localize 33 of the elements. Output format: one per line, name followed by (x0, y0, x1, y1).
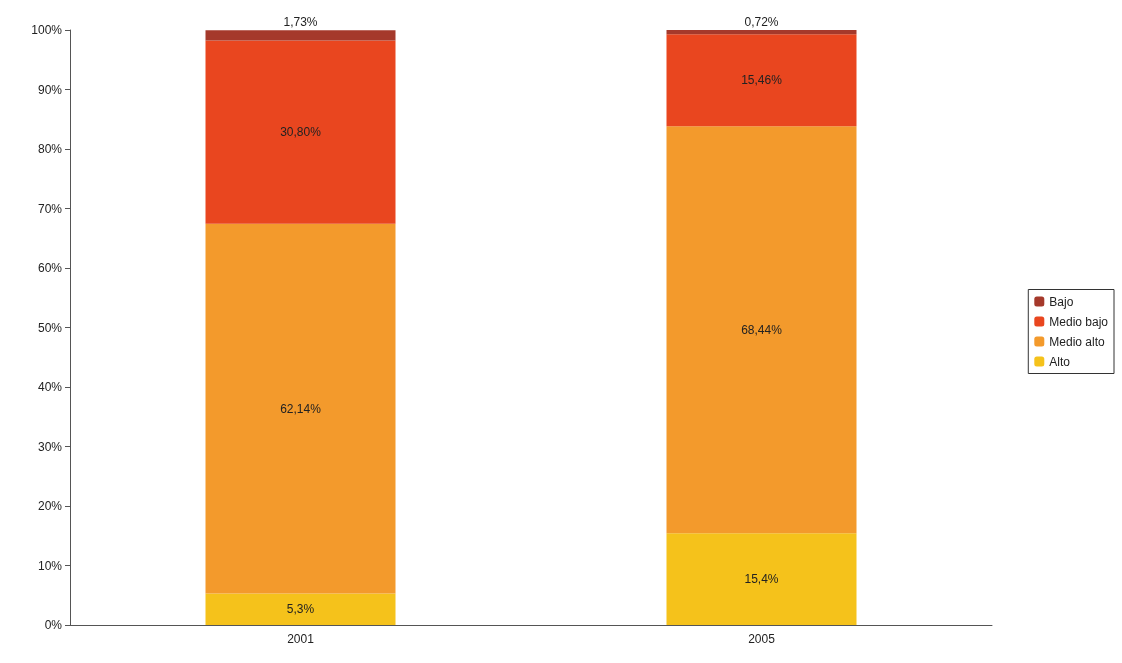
y-tick-label: 60% (37, 261, 63, 275)
data-label: 30,80% (280, 125, 322, 140)
x-tick-label: 2001 (287, 632, 315, 646)
data-label: 15,46% (741, 73, 783, 88)
bar (666, 30, 857, 35)
x-tick-label: 2005 (748, 632, 776, 646)
data-label: 68,44% (741, 322, 783, 337)
legend-label: Bajo (1049, 294, 1074, 309)
data-label: 1,73% (283, 15, 318, 30)
y-tick-label: 70% (37, 201, 63, 216)
y-tick-label: 90% (37, 82, 63, 97)
bar (205, 40, 396, 224)
bar (666, 533, 857, 625)
y-tick-label: 100% (31, 23, 63, 37)
data-label: 5,3% (286, 602, 315, 617)
y-tick-label: 40% (37, 380, 63, 394)
bar (666, 34, 857, 127)
bar (205, 223, 396, 594)
legend-label: Medio alto (1049, 334, 1105, 349)
bar (205, 30, 396, 41)
y-tick-label: 80% (37, 142, 63, 156)
data-label: 0,72% (744, 15, 779, 29)
y-tick-label: 20% (37, 499, 63, 513)
bar (666, 126, 857, 534)
y-tick-label: 30% (37, 439, 63, 454)
data-label: 62,14% (280, 401, 322, 416)
y-tick-label: 0% (44, 618, 63, 632)
legend-label: Medio bajo (1049, 314, 1109, 329)
legend-label: Alto (1049, 354, 1071, 369)
data-label: 15,4% (744, 572, 779, 587)
y-tick-label: 10% (37, 558, 63, 573)
bar (205, 593, 396, 625)
y-tick-label: 50% (37, 320, 63, 335)
